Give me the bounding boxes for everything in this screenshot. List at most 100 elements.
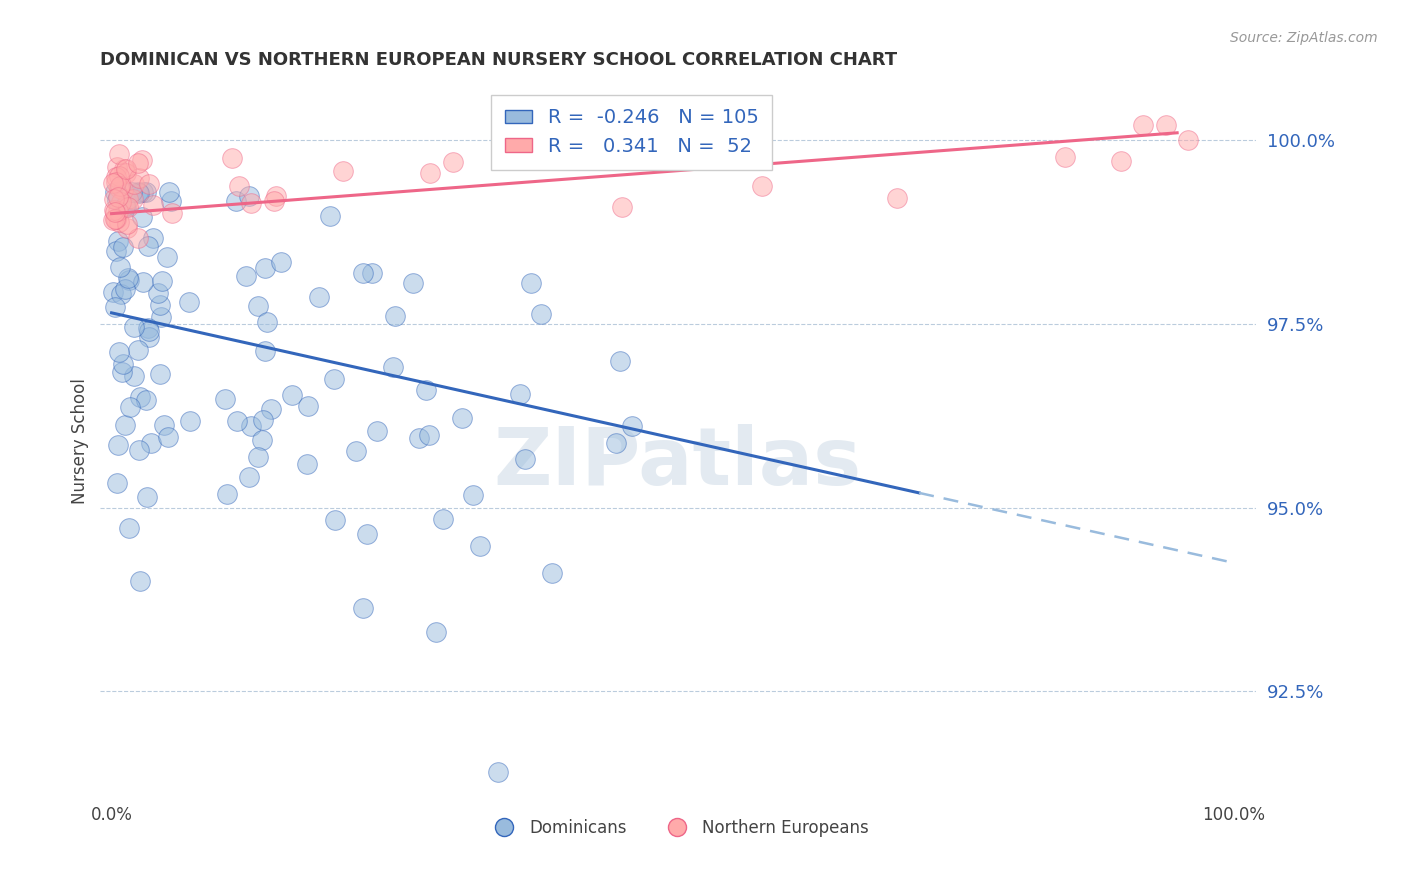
Point [138,330,160,344]
Point [110,260,132,275]
Point [609,353,631,368]
Point [104,185,127,199]
Point [135,491,157,505]
Point [110,287,132,301]
Point [115,166,138,180]
Point [486,765,509,780]
Point [644,143,666,157]
Point [419,165,441,179]
Point [319,209,342,223]
Point [128,171,150,186]
Y-axis label: Nursery School: Nursery School [72,378,89,504]
Point [108,215,131,229]
Point [111,365,134,379]
Point [260,401,283,416]
Point [344,444,367,458]
Point [108,147,131,161]
Point [225,194,247,208]
Point [124,368,146,383]
Point [238,188,260,202]
Point [1154,119,1177,133]
Point [605,436,627,450]
Point [179,294,201,309]
Point [148,285,170,300]
Point [108,169,131,183]
Point [110,195,132,210]
Point [135,393,157,408]
Point [121,192,143,206]
Point [131,210,153,224]
Point [418,428,440,442]
Point [468,539,491,553]
Point [461,488,484,502]
Point [112,162,135,177]
Point [325,513,347,527]
Point [114,162,136,177]
Point [128,574,150,589]
Point [402,277,425,291]
Point [156,430,179,444]
Point [117,192,139,206]
Point [112,357,135,371]
Point [215,486,238,500]
Point [138,324,160,338]
Point [247,300,270,314]
Text: ZIPatlas: ZIPatlas [494,424,862,502]
Point [246,450,269,464]
Point [415,383,437,397]
Point [308,290,330,304]
Point [530,307,553,321]
Point [112,183,135,197]
Point [451,410,474,425]
Point [250,433,273,447]
Point [142,231,165,245]
Point [118,273,141,287]
Point [1132,119,1154,133]
Point [235,269,257,284]
Point [509,387,531,401]
Point [135,185,157,199]
Point [104,205,127,219]
Point [107,190,129,204]
Point [101,176,124,190]
Point [432,512,454,526]
Point [610,200,633,214]
Point [103,192,125,206]
Point [408,431,430,445]
Point [138,178,160,192]
Point [179,414,201,428]
Point [132,185,155,199]
Point [142,197,165,211]
Point [112,239,135,253]
Point [108,345,131,359]
Point [105,475,128,490]
Point [360,266,382,280]
Point [104,211,127,226]
Point [114,199,136,213]
Point [160,206,183,220]
Point [149,310,172,324]
Text: Source: ZipAtlas.com: Source: ZipAtlas.com [1230,31,1378,45]
Point [107,235,129,249]
Point [225,414,247,428]
Point [297,399,319,413]
Point [127,155,149,169]
Point [159,185,181,199]
Point [105,244,128,258]
Point [115,217,138,231]
Text: DOMINICAN VS NORTHERN EUROPEAN NURSERY SCHOOL CORRELATION CHART: DOMINICAN VS NORTHERN EUROPEAN NURSERY S… [100,51,897,69]
Point [149,367,172,381]
Point [297,458,319,472]
Point [127,185,149,199]
Point [513,452,536,467]
Point [156,250,179,264]
Point [214,392,236,407]
Point [127,343,149,357]
Point [621,418,644,433]
Point [121,185,143,199]
Point [240,195,263,210]
Point [751,178,773,193]
Point [356,527,378,541]
Point [425,625,447,640]
Point [254,260,277,275]
